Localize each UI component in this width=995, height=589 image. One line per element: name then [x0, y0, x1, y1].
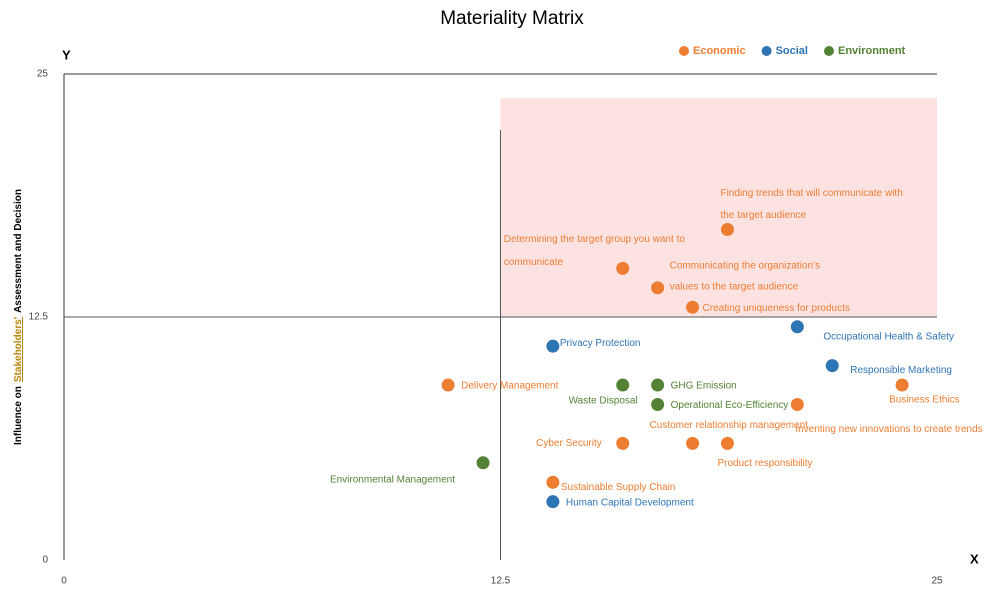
- y-tick-label: 12.5: [29, 312, 49, 323]
- point-label: Sustainable Supply Chain: [561, 482, 676, 493]
- x-tick-label: 0: [61, 576, 67, 587]
- point-label: Privacy Protection: [560, 338, 641, 349]
- point: [651, 397, 665, 411]
- chart-title: Materiality Matrix: [440, 8, 584, 29]
- point: [616, 261, 630, 275]
- point-label: Communicating the organization's: [670, 260, 820, 271]
- x-axis-letter: X: [970, 551, 979, 566]
- y-tick-label: 0: [42, 555, 48, 566]
- point-label: Customer relationship management: [650, 420, 809, 431]
- point-label: Delivery Management: [461, 381, 558, 392]
- y-title-part: Stakeholders': [13, 317, 24, 382]
- y-tick-label: 25: [37, 69, 49, 80]
- point: [790, 397, 804, 411]
- point: [895, 378, 909, 392]
- point-label: Creating uniqueness for products: [703, 303, 850, 314]
- point: [441, 378, 455, 392]
- point-label: Inventing new innovations to create tren…: [795, 424, 982, 435]
- point-label: Human Capital Development: [566, 497, 694, 508]
- point: [720, 436, 734, 450]
- legend-label: Social: [776, 45, 808, 57]
- point-label: Determining the target group you want to: [504, 234, 686, 245]
- y-axis-letter: Y: [62, 47, 71, 62]
- point: [790, 320, 804, 334]
- point: [825, 359, 839, 373]
- point: [651, 378, 665, 392]
- point-label: the target audience: [720, 210, 806, 221]
- legend-marker: [761, 46, 772, 56]
- point-label: Finding trends that will communicate wit…: [720, 188, 902, 199]
- point: [616, 378, 630, 392]
- legend-marker: [679, 46, 689, 56]
- point-label: GHG Emission: [671, 381, 737, 392]
- legend-label: Economic: [693, 45, 746, 57]
- x-tick-label: 12.5: [491, 576, 511, 587]
- point-label: values to the target audience: [670, 281, 799, 292]
- point: [651, 281, 665, 295]
- point: [616, 436, 630, 450]
- x-tick-label: 25: [931, 576, 943, 587]
- point: [686, 436, 700, 450]
- point-label: Environmental Management: [330, 474, 455, 485]
- point-label: Business Ethics: [889, 395, 960, 406]
- point-label: Responsible Marketing: [850, 365, 952, 376]
- legend-label: Environment: [838, 45, 906, 57]
- point-label: Occupational Health & Safety: [823, 331, 954, 342]
- point-label: Waste Disposal: [569, 396, 638, 407]
- point: [546, 495, 560, 509]
- point: [546, 339, 560, 353]
- point-label: Cyber Security: [536, 438, 602, 449]
- legend-marker: [823, 46, 834, 56]
- point: [476, 456, 490, 470]
- point-label: Operational Eco-Efficiency: [671, 400, 789, 411]
- y-title-part: Influence on: [13, 386, 24, 445]
- point: [546, 475, 560, 489]
- point-label: Product responsibility: [717, 458, 812, 469]
- y-axis-title: Influence on Stakeholders' Assessment and …: [13, 189, 24, 445]
- point: [720, 223, 734, 237]
- point: [686, 300, 700, 314]
- y-title-part: Assessment and Decision: [13, 189, 24, 313]
- highlight-quadrant: [500, 98, 937, 317]
- point-label: communicate: [504, 257, 564, 268]
